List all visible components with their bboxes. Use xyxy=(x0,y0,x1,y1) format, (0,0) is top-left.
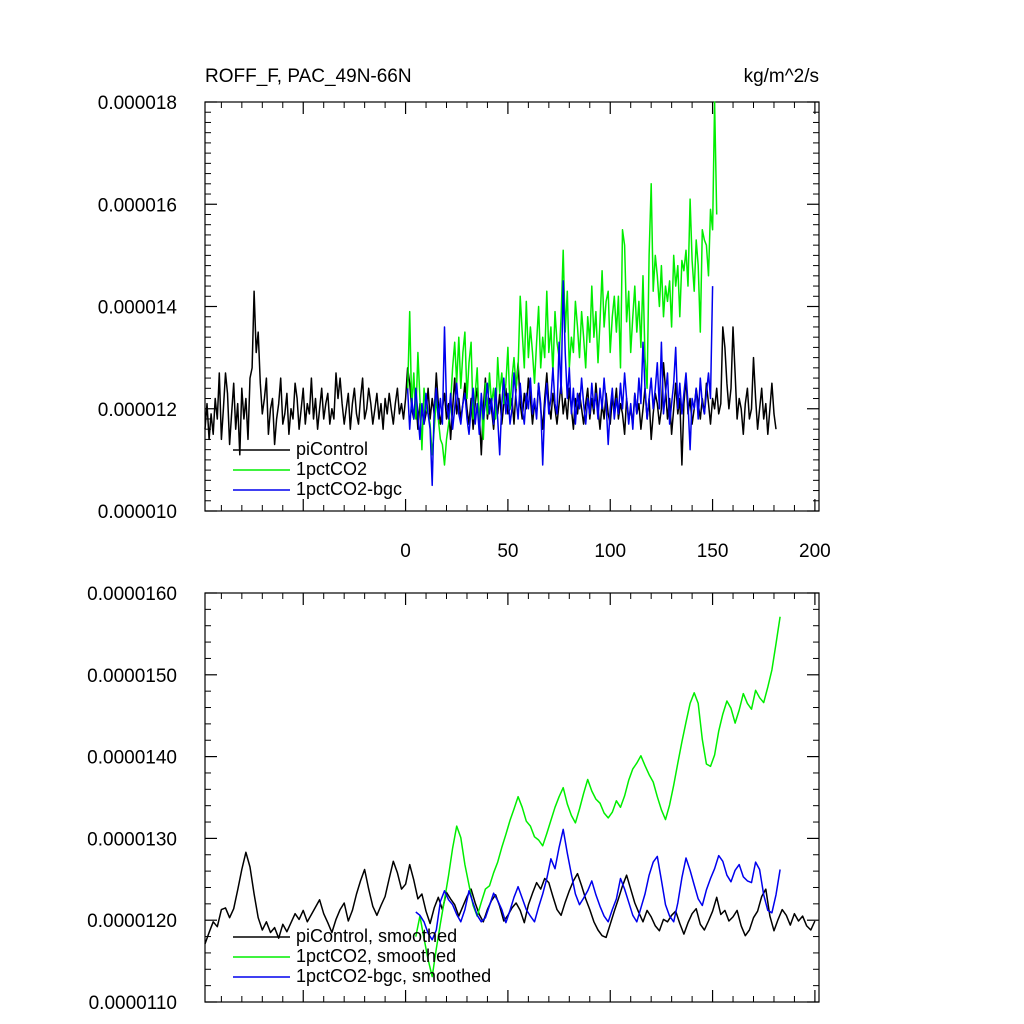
y-tick-label: 0.000014 xyxy=(98,298,178,319)
y-tick-label: 0.0000140 xyxy=(87,748,177,769)
chart-title: ROFF_F, PAC_49N-66N xyxy=(205,66,412,87)
series-line-1pctco2-bgc-smoothed xyxy=(415,828,781,941)
x-tick-label: 0 xyxy=(400,541,411,562)
series-line-1pctco2-smoothed xyxy=(415,616,781,978)
x-tick-label: 200 xyxy=(799,541,831,562)
bottom-minor-ticks xyxy=(205,593,819,1002)
top-series-group xyxy=(204,101,777,487)
bottom-plot-frame xyxy=(204,592,820,1003)
series-line-1pctco2-bgc xyxy=(406,280,714,487)
y-tick-label: 0.0000150 xyxy=(87,666,177,687)
y-tick-label: 0.000016 xyxy=(98,195,177,216)
legend-label: 1pctCO2-bgc, smoothed xyxy=(296,966,491,986)
y-tick-label: 0.0000160 xyxy=(87,584,177,605)
legend-label: 1pctCO2-bgc xyxy=(296,479,402,499)
legend-label: piControl, smoothed xyxy=(296,926,457,946)
x-tick-label: 50 xyxy=(497,541,518,562)
y-tick-label: 0.0000130 xyxy=(87,829,177,850)
top-y-axis: 0.000010 0.000012 0.000014 0.000016 0.000018 xyxy=(98,93,819,523)
legend-label: piControl xyxy=(296,439,368,459)
y-tick-label: 0.000012 xyxy=(98,400,177,421)
bottom-y-axis: 0.0000110 0.0000120 0.0000130 0.0000140 0.00… xyxy=(87,584,819,1014)
x-tick-label: 150 xyxy=(697,541,729,562)
legend-label: 1pctCO2, smoothed xyxy=(296,946,456,966)
y-tick-label: 0.000018 xyxy=(98,93,177,114)
y-tick-label: 0.0000120 xyxy=(87,911,177,932)
top-x-axis: 0 50 100 150 200 xyxy=(302,102,831,562)
bottom-panel: 0.0000110 0.0000120 0.0000130 0.0000140 0.00… xyxy=(87,584,820,1014)
y-tick-label: 0.0000110 xyxy=(89,993,177,1014)
x-tick-label: 100 xyxy=(594,541,626,562)
series-line-1pctco2 xyxy=(406,101,718,466)
y-tick-label: 0.000010 xyxy=(98,502,177,523)
top-panel: ROFF_F, PAC_49N-66N kg/m^2/s 0.0000100.0… xyxy=(98,66,831,562)
chart-units: kg/m^2/s xyxy=(744,66,819,87)
top-minor-ticks xyxy=(205,102,819,511)
bottom-series-group xyxy=(204,616,816,978)
bottom-x-axis xyxy=(302,593,816,1002)
legend-label: 1pctCO2 xyxy=(296,459,367,479)
